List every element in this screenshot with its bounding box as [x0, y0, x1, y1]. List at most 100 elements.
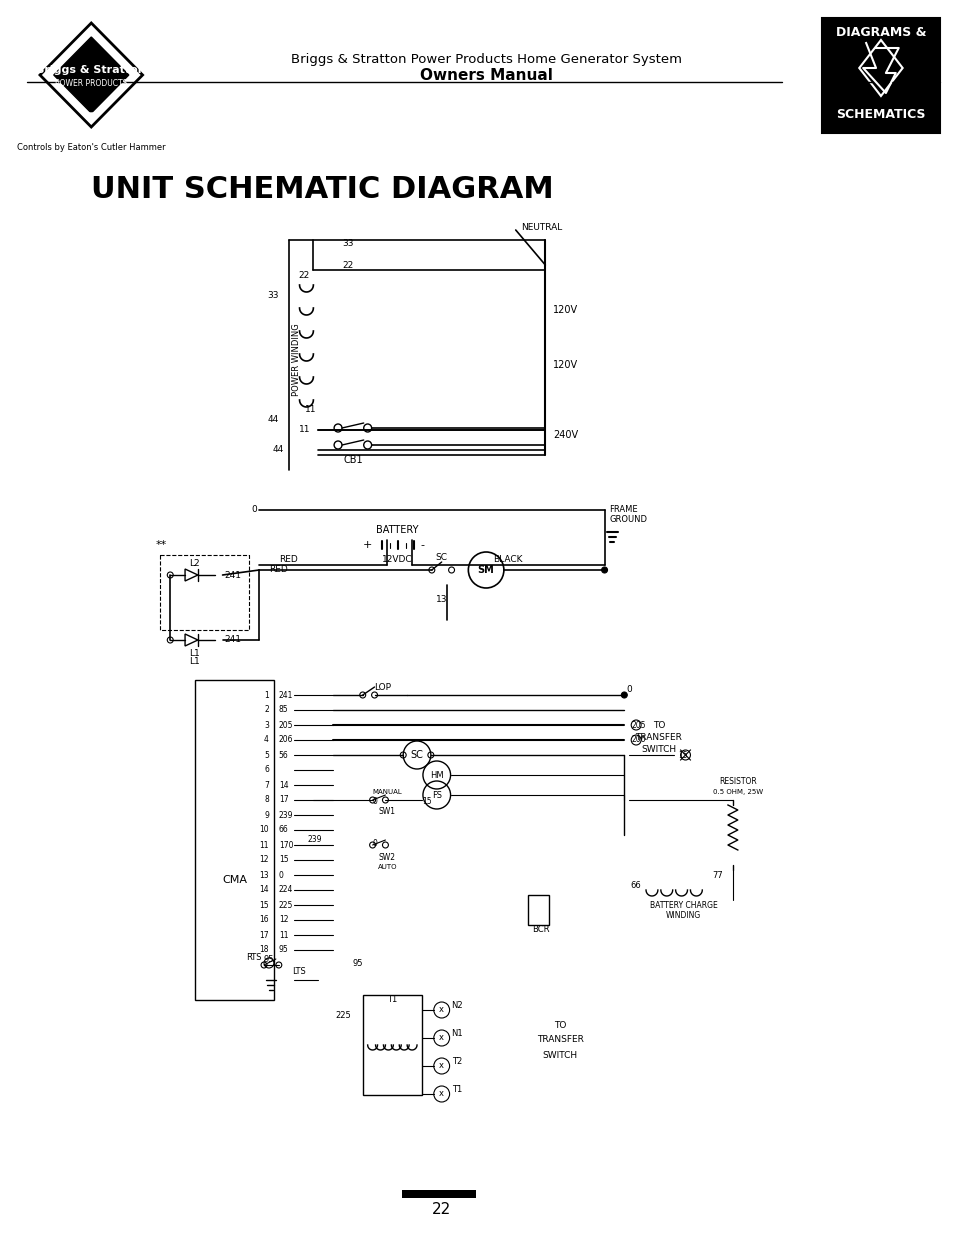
- Text: FS: FS: [432, 790, 441, 799]
- Text: 225: 225: [335, 1010, 351, 1020]
- Text: MANUAL: MANUAL: [372, 789, 402, 795]
- Polygon shape: [81, 112, 101, 124]
- Text: 12VDC: 12VDC: [381, 556, 412, 564]
- Text: TO: TO: [652, 720, 664, 730]
- Text: BCR: BCR: [531, 925, 549, 935]
- Text: 10: 10: [259, 825, 269, 835]
- Text: 239: 239: [278, 810, 293, 820]
- Text: BLACK: BLACK: [493, 556, 522, 564]
- Text: L1: L1: [190, 650, 200, 658]
- Text: 11: 11: [259, 841, 269, 850]
- Text: POWER WINDING: POWER WINDING: [292, 324, 301, 396]
- Text: NEUTRAL: NEUTRAL: [520, 222, 561, 231]
- Bar: [527, 895, 549, 925]
- Text: 12: 12: [259, 856, 269, 864]
- Text: T2: T2: [451, 1056, 461, 1066]
- Text: T1: T1: [451, 1084, 461, 1093]
- Text: LOP: LOP: [374, 683, 391, 692]
- Text: 13: 13: [436, 595, 447, 604]
- Text: x: x: [438, 1089, 444, 1098]
- Bar: [160, 555, 249, 630]
- Text: 33: 33: [267, 290, 278, 300]
- Text: 95: 95: [278, 946, 288, 955]
- Text: 0: 0: [251, 505, 257, 515]
- Text: 66: 66: [278, 825, 288, 835]
- Text: 241: 241: [278, 690, 293, 699]
- Text: TRANSFER: TRANSFER: [537, 1035, 583, 1045]
- Text: 15: 15: [421, 798, 431, 806]
- Text: 0: 0: [625, 685, 632, 694]
- Text: 44: 44: [267, 415, 278, 425]
- Text: -: -: [419, 540, 423, 550]
- Text: TRANSFER: TRANSFER: [635, 732, 681, 741]
- Text: 95: 95: [263, 956, 274, 965]
- Circle shape: [620, 692, 627, 698]
- Text: RED: RED: [279, 556, 297, 564]
- Text: 240V: 240V: [553, 430, 578, 440]
- Text: 7: 7: [264, 781, 269, 789]
- Text: CMA: CMA: [222, 876, 247, 885]
- Text: UNIT SCHEMATIC DIAGRAM: UNIT SCHEMATIC DIAGRAM: [91, 175, 554, 205]
- Text: 224: 224: [278, 885, 293, 894]
- Text: 13: 13: [259, 871, 269, 879]
- Text: SW2: SW2: [378, 852, 395, 862]
- Text: 0: 0: [373, 798, 377, 806]
- Text: x: x: [438, 1062, 444, 1071]
- Text: GROUND: GROUND: [609, 515, 647, 525]
- Text: N1: N1: [451, 1029, 463, 1037]
- Text: 2: 2: [264, 705, 269, 715]
- Text: DIAGRAMS &: DIAGRAMS &: [835, 26, 925, 38]
- Text: 9: 9: [264, 810, 269, 820]
- Text: T1: T1: [387, 995, 397, 1004]
- Text: 56: 56: [278, 751, 288, 760]
- Text: 17: 17: [278, 795, 288, 804]
- Text: 22: 22: [342, 261, 354, 269]
- Text: 22: 22: [297, 270, 309, 279]
- Text: SM: SM: [477, 564, 494, 576]
- Text: TO: TO: [554, 1020, 566, 1030]
- Text: 205: 205: [278, 720, 293, 730]
- Text: 206: 206: [631, 736, 646, 745]
- Text: 4: 4: [264, 736, 269, 745]
- Bar: [362, 995, 421, 1095]
- Text: SC: SC: [436, 553, 447, 562]
- Text: 5: 5: [264, 751, 269, 760]
- Text: 241: 241: [224, 571, 241, 579]
- Text: 95: 95: [353, 958, 363, 967]
- Text: 0: 0: [373, 839, 377, 847]
- Text: 120V: 120V: [553, 359, 578, 370]
- Text: 15: 15: [678, 751, 687, 760]
- Text: 170: 170: [278, 841, 293, 850]
- Text: 16: 16: [259, 915, 269, 925]
- Text: 44: 44: [273, 446, 283, 454]
- Text: BATTERY CHARGE: BATTERY CHARGE: [649, 900, 717, 909]
- Text: 3: 3: [264, 720, 269, 730]
- Text: 241: 241: [224, 636, 241, 645]
- Text: 77: 77: [712, 871, 722, 879]
- Text: +: +: [362, 540, 372, 550]
- Text: x: x: [438, 1005, 444, 1014]
- Text: Briggs & Stratton: Briggs & Stratton: [36, 65, 146, 75]
- Text: 22: 22: [432, 1203, 451, 1218]
- Text: AUTO: AUTO: [377, 864, 396, 869]
- Bar: [402, 1191, 476, 1198]
- Text: SCHEMATICS: SCHEMATICS: [836, 107, 924, 121]
- Text: 85: 85: [278, 705, 288, 715]
- Text: 0: 0: [278, 871, 283, 879]
- Text: 18: 18: [259, 946, 269, 955]
- Text: 6: 6: [264, 766, 269, 774]
- Text: 11: 11: [305, 405, 316, 415]
- Text: LTS: LTS: [292, 967, 305, 977]
- Text: SWITCH: SWITCH: [542, 1051, 578, 1060]
- Text: 225: 225: [278, 900, 293, 909]
- Text: CB1: CB1: [343, 454, 362, 466]
- Text: x: x: [438, 1034, 444, 1042]
- Text: L1: L1: [190, 657, 200, 667]
- Text: 8: 8: [264, 795, 269, 804]
- Text: RED: RED: [269, 566, 288, 574]
- Text: 0.5 OHM, 25W: 0.5 OHM, 25W: [712, 789, 762, 795]
- Text: SC: SC: [410, 750, 423, 760]
- Text: 14: 14: [278, 781, 288, 789]
- Text: HM: HM: [430, 771, 443, 779]
- Text: 17: 17: [259, 930, 269, 940]
